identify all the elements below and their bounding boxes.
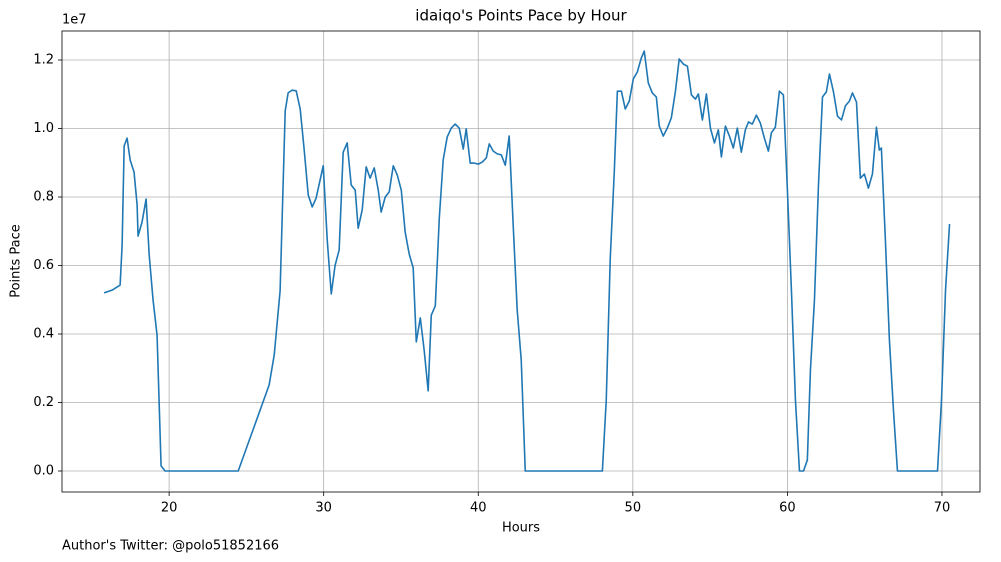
data-line	[103, 50, 951, 472]
y-offset-text: 1e7	[62, 13, 87, 28]
y-tick-label: 0.8	[33, 190, 54, 205]
y-axis-label: Points Pace	[9, 224, 24, 298]
y-tick-label: 0.4	[33, 327, 54, 342]
y-tick-label: 0.0	[33, 464, 54, 479]
footnote: Author's Twitter: @polo51852166	[62, 539, 279, 554]
plot-frame	[61, 30, 981, 493]
y-tick-label: 1.2	[33, 53, 54, 68]
y-tick-label: 0.2	[33, 395, 54, 410]
chart-title: idaiqo's Points Pace by Hour	[415, 7, 627, 25]
x-tick-label: 40	[470, 501, 487, 516]
x-axis-label: Hours	[502, 521, 540, 536]
x-tick-label: 60	[779, 501, 796, 516]
x-tick-label: 70	[934, 501, 951, 516]
x-tick-label: 50	[625, 501, 642, 516]
x-tick-label: 30	[315, 501, 332, 516]
x-tick-label: 20	[161, 501, 178, 516]
y-tick-label: 0.6	[33, 258, 54, 273]
y-tick-label: 1.0	[33, 121, 54, 136]
